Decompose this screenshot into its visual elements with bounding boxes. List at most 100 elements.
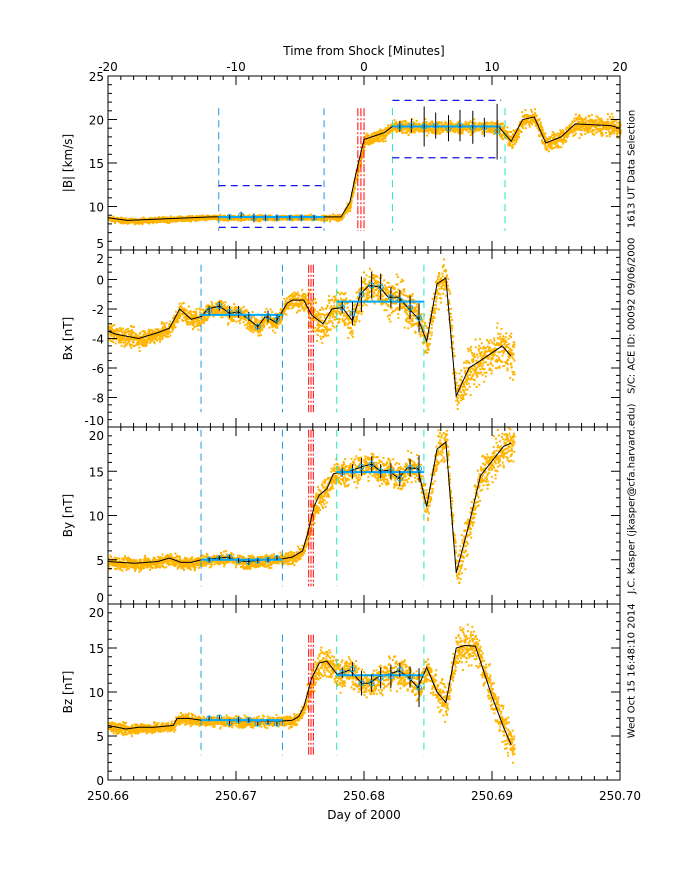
scatter-point — [199, 311, 202, 314]
scatter-point — [256, 319, 259, 322]
scatter-point — [212, 315, 215, 318]
scatter-point — [263, 324, 266, 327]
scatter-point — [138, 342, 141, 345]
scatter-point — [283, 297, 286, 300]
data-scatter — [108, 108, 622, 226]
scatter-point — [263, 322, 266, 325]
scatter-point — [167, 331, 170, 334]
scatter-point — [194, 310, 197, 313]
scatter-point — [508, 138, 511, 141]
scatter-point — [175, 310, 178, 313]
scatter-point — [147, 217, 150, 220]
scatter-point — [399, 121, 402, 124]
scatter-point — [149, 216, 152, 219]
scatter-point — [216, 215, 219, 218]
scatter-point — [564, 139, 567, 142]
scatter-point — [150, 335, 153, 338]
scatter-point — [537, 122, 540, 125]
scatter-point — [268, 326, 271, 329]
average-point — [273, 214, 280, 221]
scatter-point — [412, 121, 415, 124]
scatter-point — [586, 119, 589, 122]
scatter-point — [433, 132, 436, 135]
scatter-point — [325, 334, 328, 337]
scatter-point — [272, 329, 274, 332]
scatter-point — [561, 132, 564, 135]
scatter-point — [352, 189, 355, 191]
scatter-point — [549, 145, 552, 147]
scatter-point — [202, 322, 205, 324]
y-tick-label: 25 — [89, 70, 104, 84]
scatter-point — [581, 119, 584, 122]
scatter-point — [123, 338, 126, 341]
scatter-point — [175, 321, 177, 324]
scatter-point — [268, 319, 271, 322]
scatter-point — [132, 325, 135, 328]
scatter-point — [130, 346, 133, 349]
scatter-point — [194, 325, 197, 328]
scatter-point — [370, 133, 373, 135]
scatter-point — [552, 147, 555, 149]
scatter-point — [304, 218, 307, 221]
scatter-point — [170, 326, 173, 328]
scatter-point — [544, 136, 547, 139]
scatter-point — [572, 120, 575, 123]
scatter-point — [400, 128, 403, 131]
scatter-point — [189, 220, 192, 223]
scatter-point — [285, 299, 288, 302]
scatter-point — [261, 328, 264, 331]
scatter-point — [446, 131, 449, 133]
scatter-point — [203, 219, 206, 222]
scatter-point — [160, 322, 163, 325]
scatter-point — [199, 324, 202, 327]
scatter-point — [334, 297, 337, 300]
scatter-point — [524, 123, 527, 126]
scatter-point — [531, 110, 533, 113]
scatter-point — [533, 117, 536, 120]
scatter-point — [578, 129, 581, 131]
scatter-point — [566, 126, 569, 129]
scatter-point — [406, 129, 409, 132]
scatter-point — [146, 341, 149, 344]
scatter-point — [128, 339, 131, 342]
scatter-point — [365, 132, 368, 135]
scatter-point — [171, 330, 174, 333]
scatter-point — [449, 123, 452, 126]
scatter-point — [255, 319, 258, 322]
scatter-point — [482, 127, 484, 130]
scatter-point — [131, 325, 134, 328]
scatter-point — [224, 214, 227, 217]
scatter-point — [500, 133, 503, 136]
scatter-point — [527, 121, 530, 124]
scatter-point — [192, 319, 195, 322]
scatter-point — [562, 142, 565, 145]
scatter-point — [576, 126, 579, 129]
scatter-point — [451, 122, 454, 125]
scatter-point — [247, 325, 249, 328]
scatter-point — [322, 335, 325, 338]
scatter-point — [574, 132, 577, 135]
scatter-point — [174, 326, 177, 329]
scatter-point — [578, 136, 581, 139]
scatter-point — [110, 334, 113, 337]
scatter-point — [562, 129, 564, 132]
scatter-point — [161, 321, 164, 324]
scatter-point — [176, 319, 179, 322]
scatter-point — [114, 220, 116, 223]
scatter-point — [351, 193, 354, 196]
scatter-point — [354, 187, 357, 190]
scatter-point — [227, 322, 230, 325]
scatter-point — [510, 145, 513, 148]
scatter-point — [541, 126, 544, 129]
scatter-point — [438, 132, 441, 135]
scatter-point — [128, 222, 131, 225]
scatter-point — [112, 215, 115, 218]
scatter-point — [277, 322, 280, 325]
scatter-point — [359, 165, 361, 168]
scatter-point — [568, 132, 571, 135]
scatter-point — [259, 218, 262, 221]
scatter-point — [198, 307, 201, 310]
scatter-point — [578, 118, 581, 120]
scatter-point — [136, 342, 138, 345]
